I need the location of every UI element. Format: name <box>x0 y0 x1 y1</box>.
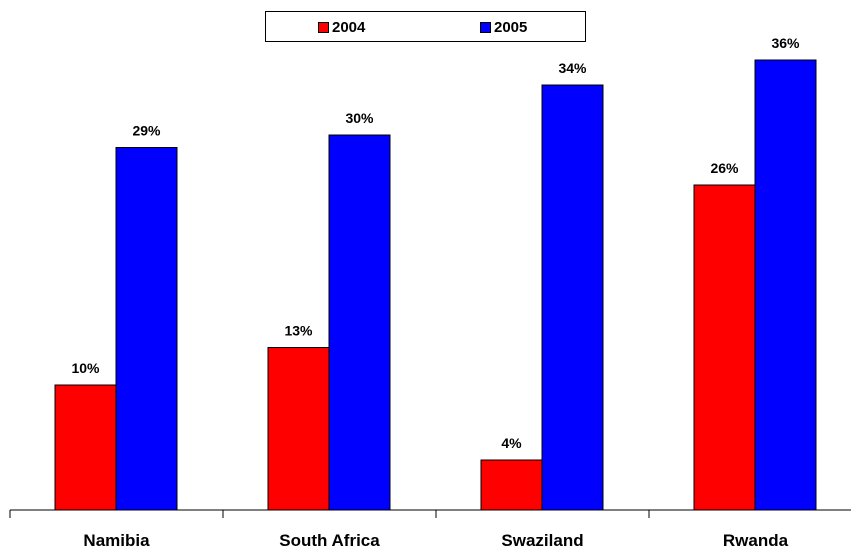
legend-label-2004: 2004 <box>332 18 366 36</box>
bar-rwanda-2005 <box>754 59 817 511</box>
data-label-south-africa-2005: 30% <box>345 110 374 126</box>
bar-swaziland-2005 <box>541 84 604 511</box>
data-label-rwanda-2005: 36% <box>771 35 800 51</box>
legend-item-2005: 2005 <box>480 18 528 36</box>
x-tick-label-rwanda: Rwanda <box>723 531 789 550</box>
bar-south-africa-2004 <box>267 347 330 511</box>
data-label-namibia-2005: 29% <box>132 123 161 139</box>
data-label-swaziland-2004: 4% <box>501 435 522 451</box>
x-tick-label-namibia: Namibia <box>83 531 150 550</box>
data-label-rwanda-2004: 26% <box>710 160 739 176</box>
legend-label-2005: 2005 <box>494 18 528 36</box>
legend-swatch-2004 <box>318 21 329 33</box>
data-label-swaziland-2005: 34% <box>558 60 587 76</box>
legend: 2004 2005 <box>265 11 586 42</box>
data-label-namibia-2004: 10% <box>71 360 100 376</box>
legend-item-2004: 2004 <box>318 18 366 36</box>
bar-namibia-2004 <box>54 384 117 511</box>
bar-swaziland-2004 <box>480 459 543 511</box>
x-tick-label-swaziland: Swaziland <box>501 531 583 550</box>
x-tick-label-south-africa: South Africa <box>279 531 380 550</box>
bar-namibia-2005 <box>115 147 178 511</box>
bar-south-africa-2005 <box>328 134 391 511</box>
legend-swatch-2005 <box>480 21 491 33</box>
data-label-south-africa-2004: 13% <box>284 323 313 339</box>
bar-rwanda-2004 <box>693 184 756 511</box>
